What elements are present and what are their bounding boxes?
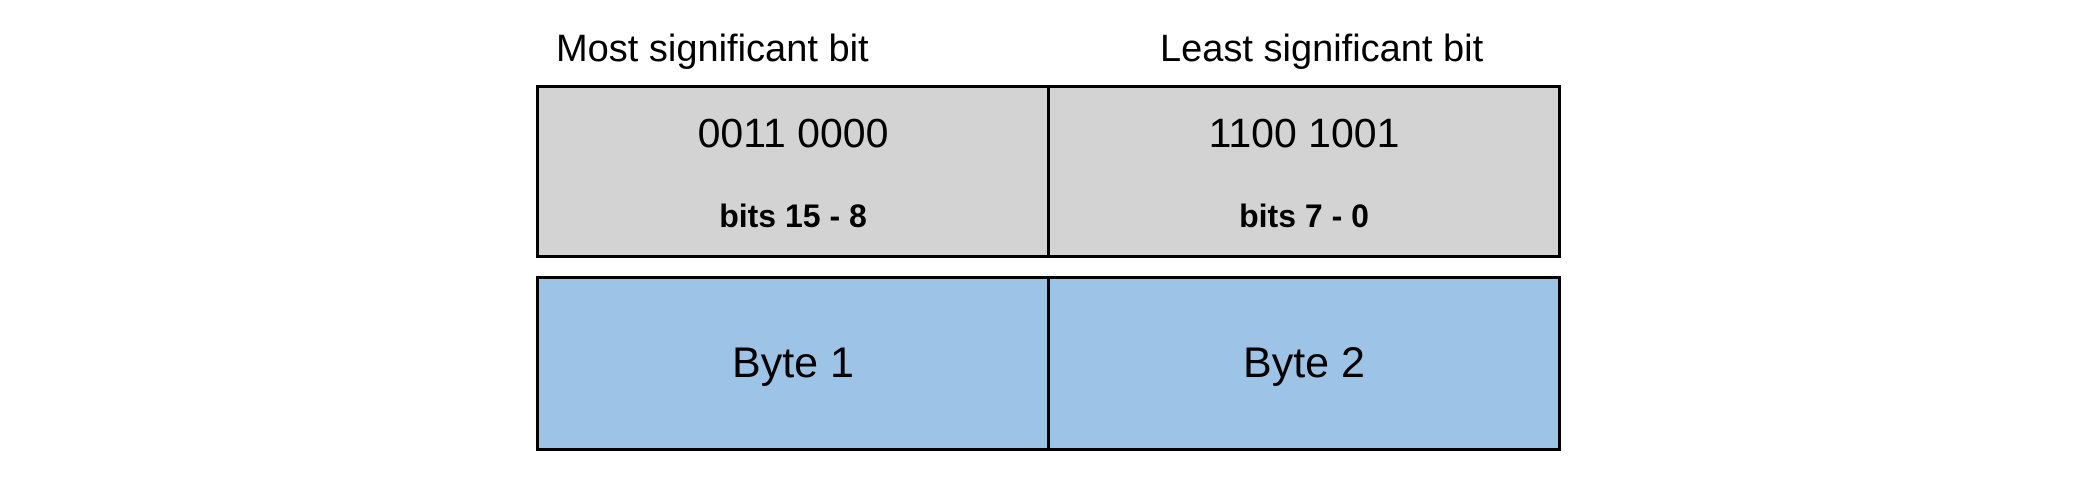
- byte-label: Byte 1: [732, 339, 854, 387]
- msb-label: Most significant bit: [556, 28, 869, 70]
- bits-value: 0011 0000: [697, 110, 889, 156]
- bits-value: 1100 1001: [1208, 110, 1400, 156]
- bytes-row: Byte 1 Byte 2: [536, 276, 1561, 451]
- bits-range: bits 15 - 8: [719, 198, 867, 234]
- bits-range: bits 7 - 0: [1239, 198, 1369, 234]
- bits-cell-high: 0011 0000 bits 15 - 8: [539, 88, 1047, 255]
- bits-cell-low: 1100 1001 bits 7 - 0: [1047, 88, 1558, 255]
- byte-cell-2: Byte 2: [1047, 279, 1558, 448]
- byte-label: Byte 2: [1243, 339, 1365, 387]
- lsb-label: Least significant bit: [1160, 28, 1484, 70]
- bits-row: 0011 0000 bits 15 - 8 1100 1001 bits 7 -…: [536, 85, 1561, 258]
- byte-cell-1: Byte 1: [539, 279, 1047, 448]
